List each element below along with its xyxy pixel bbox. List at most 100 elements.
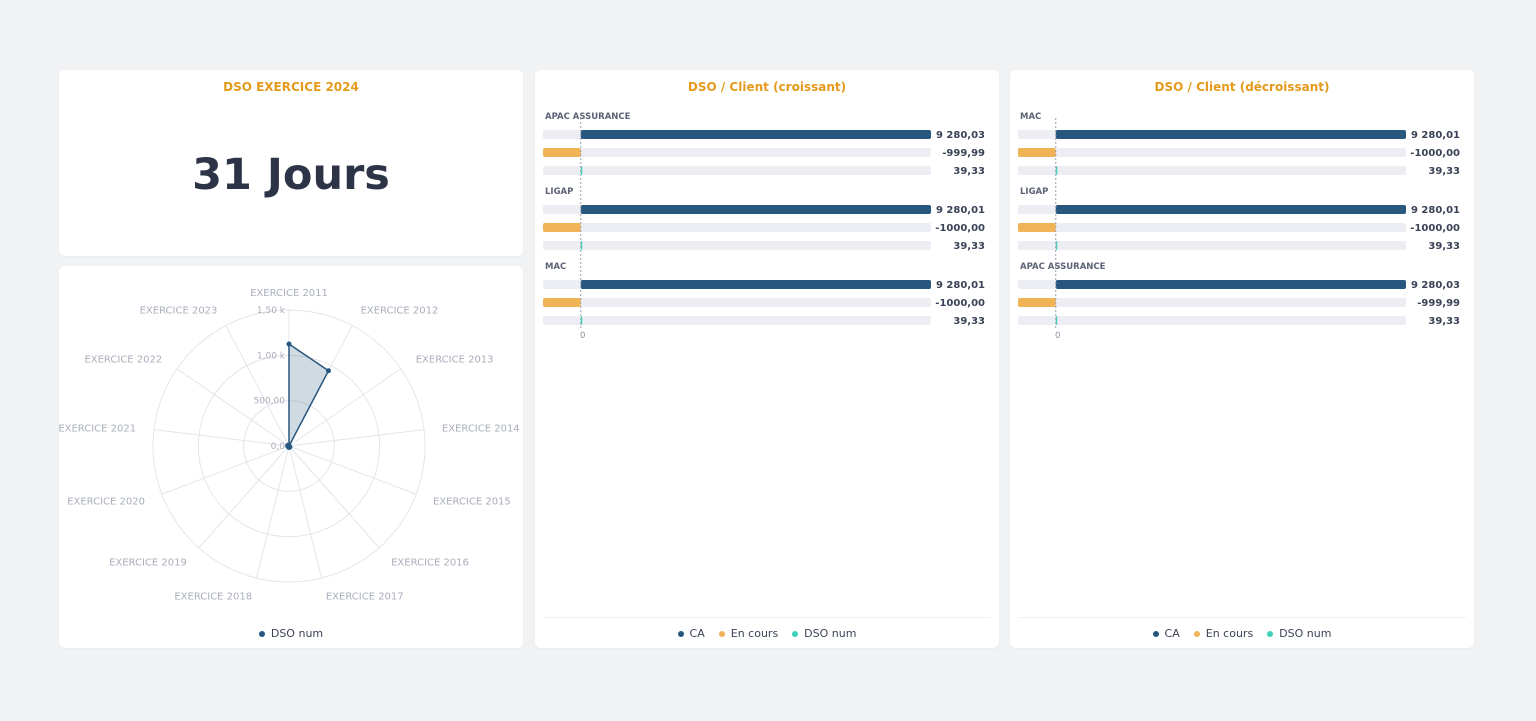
divider	[1018, 617, 1466, 618]
kpi-card: DSO EXERCICE 2024 31 Jours	[59, 70, 523, 256]
kpi-value: 31 Jours	[192, 150, 390, 200]
bar-en_cours	[543, 148, 581, 157]
bar-chart-ascending: APAC ASSURANCE 9 280,03 -999,99 39,33 LIGAP 9…	[543, 112, 985, 341]
legend-item-dso[interactable]: DSO num	[258, 627, 324, 640]
bar-value-label: 39,33	[953, 316, 985, 327]
bar-track	[543, 148, 931, 157]
radar-spoke	[176, 368, 290, 447]
bar-value-label: -1000,00	[935, 223, 985, 234]
bar-value-label: 39,33	[1428, 166, 1460, 177]
bar-value-label: -999,99	[1417, 298, 1460, 309]
radar-spoke	[255, 445, 290, 579]
radar-spoke	[288, 445, 417, 495]
legend-dot-icon	[1193, 630, 1200, 637]
radar-category-label: EXERCICE 2022	[84, 355, 162, 366]
bar-value-label: 39,33	[953, 166, 985, 177]
legend-dot-icon	[1267, 630, 1274, 637]
radar-category-label: EXERCICE 2012	[361, 306, 439, 317]
radar-tick-label: 1,50 k	[257, 306, 286, 316]
legend-item-ca[interactable]: CA	[677, 627, 705, 640]
client-label: LIGAP	[1020, 187, 1048, 197]
radar-category-label: EXERCICE 2020	[67, 497, 145, 508]
radar-category-label: EXERCICE 2023	[140, 306, 218, 317]
bar-legend: CA En cours DSO num	[1010, 627, 1474, 640]
bar-ca	[1055, 280, 1406, 289]
bar-dso	[1055, 166, 1058, 175]
radar-category-label: EXERCICE 2014	[442, 423, 520, 434]
bar-chart-descending: MAC 9 280,01 -1000,00 39,33 LIGAP 9 280,01 -10…	[1018, 112, 1460, 341]
radar-spoke	[288, 429, 425, 447]
radar-category-label: EXERCICE 2019	[109, 557, 187, 568]
radar-tick-label: 1,00 k	[257, 351, 286, 361]
radar-spoke	[225, 325, 290, 447]
radar-category-label: EXERCICE 2011	[250, 288, 328, 299]
legend-item-en-cours[interactable]: En cours	[1193, 627, 1254, 640]
bar-dso	[580, 166, 583, 175]
bar-value-label: 9 280,01	[1411, 130, 1460, 141]
radar-category-label: EXERCICE 2016	[391, 557, 469, 568]
radar-category-label: EXERCICE 2021	[59, 423, 136, 434]
bar-ca	[580, 280, 931, 289]
legend-label: CA	[1164, 627, 1180, 640]
legend-item-ca[interactable]: CA	[1152, 627, 1180, 640]
client-label: APAC ASSURANCE	[1020, 262, 1106, 272]
legend-dot-icon	[1152, 630, 1159, 637]
bar-value-label: 9 280,01	[936, 280, 985, 291]
radar-category-label: EXERCICE 2018	[174, 592, 252, 603]
legend-label: CA	[689, 627, 705, 640]
radar-spoke	[198, 445, 290, 549]
radar-point	[286, 341, 292, 347]
client-label: APAC ASSURANCE	[545, 112, 631, 122]
x-tick-label: 0	[580, 331, 585, 341]
bar-track	[543, 166, 931, 175]
bar-value-label: -1000,00	[1410, 148, 1460, 159]
bar-card-descending: DSO / Client (décroissant) MAC 9 280,01 -1…	[1010, 70, 1474, 648]
legend-label: DSO num	[1279, 627, 1332, 640]
bar-track	[543, 223, 931, 232]
kpi-title: DSO EXERCICE 2024	[223, 80, 359, 94]
bar-track	[543, 298, 931, 307]
bar-ca	[1055, 130, 1406, 139]
legend-label: En cours	[730, 627, 779, 640]
client-label: MAC	[545, 262, 566, 272]
bar-value-label: -1000,00	[1410, 223, 1460, 234]
client-label: MAC	[1020, 112, 1041, 122]
bar-ca	[580, 205, 931, 214]
legend-label: DSO num	[270, 627, 324, 640]
radar-series-area	[286, 342, 330, 449]
radar-spoke	[153, 429, 290, 447]
bar-ca	[1055, 205, 1406, 214]
bar-value-label: -1000,00	[935, 298, 985, 309]
radar-card: EXERCICE 2011 EXERCICE 2012 EXERCICE 2013 E…	[59, 266, 523, 648]
radar-chart: EXERCICE 2011 EXERCICE 2012 EXERCICE 2013 E…	[59, 288, 520, 603]
radar-tick-label: 500,00	[254, 397, 286, 407]
radar-spoke	[288, 368, 402, 447]
divider	[543, 617, 991, 618]
client-label: LIGAP	[545, 187, 573, 197]
legend-label: En cours	[1205, 627, 1254, 640]
bar-en_cours	[1018, 223, 1056, 232]
bar-card-ascending: DSO / Client (croissant) APAC ASSURANCE 9…	[535, 70, 999, 648]
legend-dot-icon	[258, 630, 265, 637]
legend-label: DSO num	[804, 627, 857, 640]
legend-item-en-cours[interactable]: En cours	[718, 627, 779, 640]
bar-track	[543, 316, 931, 325]
legend-item-dso[interactable]: DSO num	[792, 627, 856, 640]
x-tick-label: 0	[1055, 331, 1060, 341]
radar-point	[286, 443, 292, 449]
bar-track	[1018, 316, 1406, 325]
legend-dot-icon	[718, 630, 725, 637]
radar-category-label: EXERCICE 2013	[416, 355, 494, 366]
bar-en_cours	[543, 298, 581, 307]
bar-value-label: 9 280,03	[936, 130, 985, 141]
bar-track	[543, 241, 931, 250]
legend-item-dso[interactable]: DSO num	[1267, 627, 1331, 640]
bar-track	[1018, 223, 1406, 232]
bar-en_cours	[1018, 298, 1056, 307]
bar-ca	[580, 130, 931, 139]
legend-dot-icon	[792, 630, 799, 637]
radar-spoke	[161, 445, 290, 495]
bar-value-label: 39,33	[1428, 316, 1460, 327]
chart-title: DSO / Client (décroissant)	[1154, 80, 1330, 94]
bar-value-label: 39,33	[953, 241, 985, 252]
